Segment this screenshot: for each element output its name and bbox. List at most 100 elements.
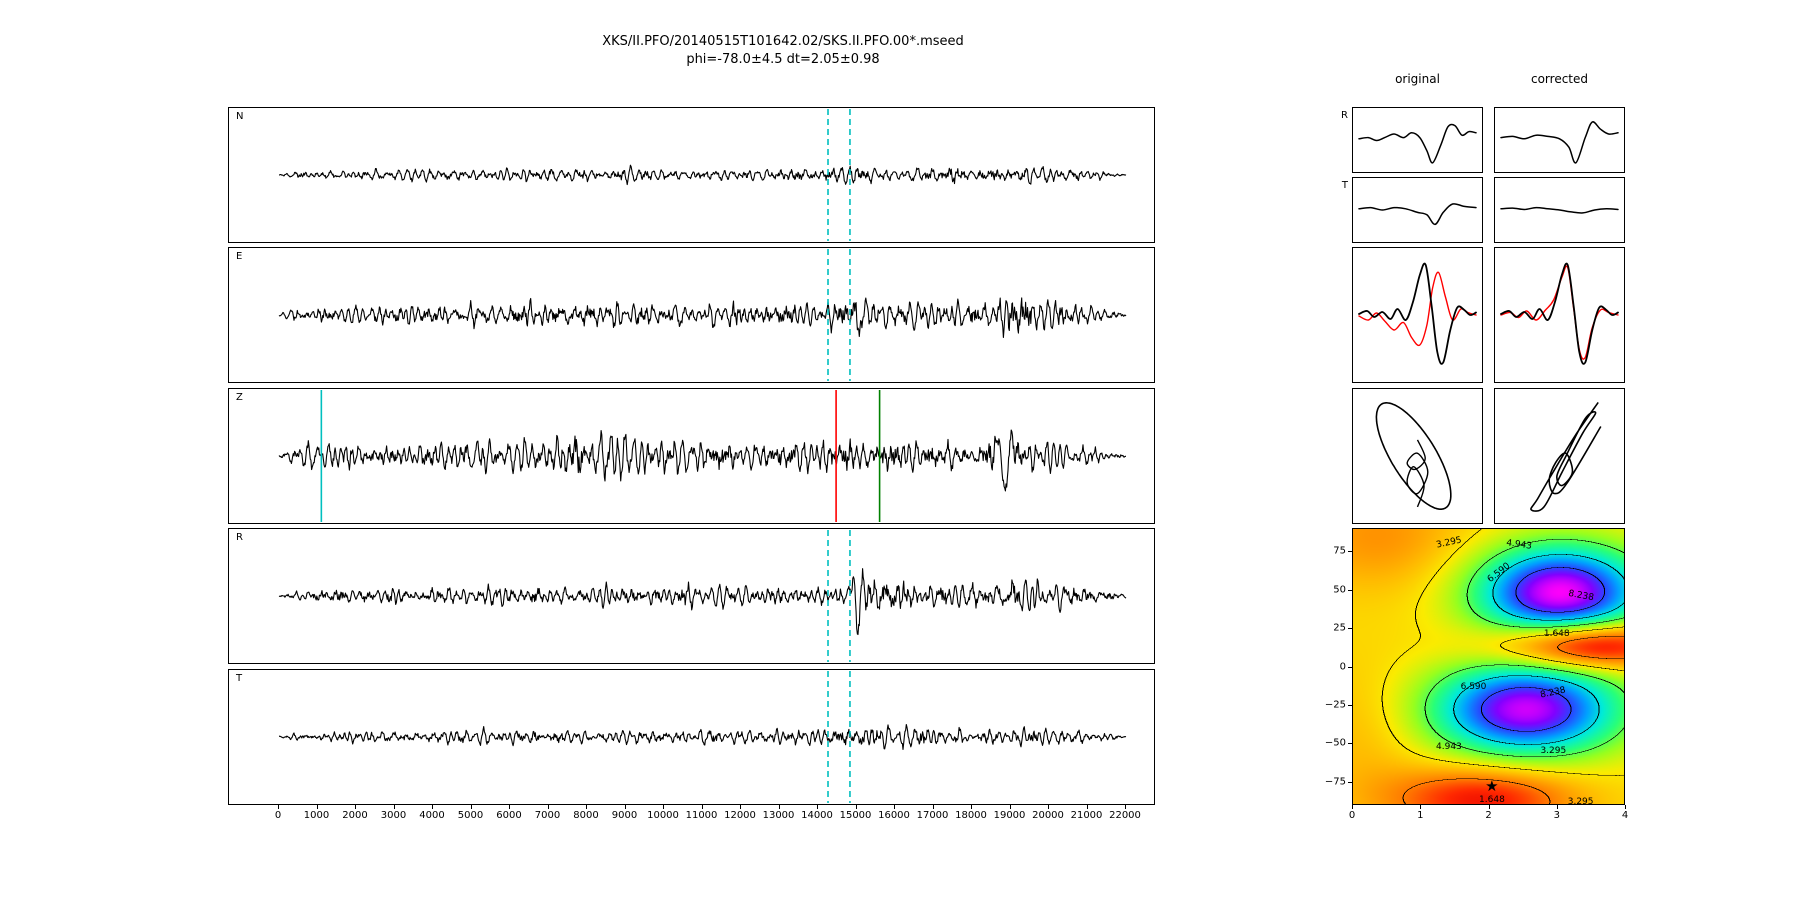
pulse-panel-r-corrected-canvas <box>1500 121 1619 164</box>
pulse-panel-r-original <box>1352 107 1483 173</box>
waveform-panel-t-canvas <box>278 671 1127 803</box>
x-tick-label: 5000 <box>457 810 484 821</box>
x-tick-mark <box>509 805 510 809</box>
comparison-panel-original <box>1352 247 1483 383</box>
energy-map-x-tick-mark <box>1420 805 1422 809</box>
seismogram-trace-e <box>278 297 1127 339</box>
x-tick-label: 20000 <box>1032 810 1064 821</box>
seismogram-trace-r <box>278 568 1127 636</box>
comparison-panel-corrected <box>1494 247 1625 383</box>
figure-title: XKS/II.PFO/20140515T101642.02/SKS.II.PFO… <box>228 33 1338 69</box>
x-tick-mark <box>1009 805 1011 809</box>
x-tick-label: 10000 <box>647 810 679 821</box>
row-label-t: T <box>1341 180 1348 191</box>
contour-label: 6.590 <box>1460 681 1487 692</box>
x-tick-label: 21000 <box>1070 810 1103 821</box>
comparison-panel-original-canvas <box>1358 262 1477 365</box>
particle-motion-original-canvas <box>1375 401 1452 511</box>
column-header-original: original <box>1395 72 1440 86</box>
column-header-corrected: corrected <box>1530 72 1589 86</box>
panel-label-e: E <box>236 251 243 262</box>
waveform-panel-n: N <box>228 107 1155 243</box>
particle-motion-original <box>1352 388 1483 524</box>
energy-map-y-tick-label: −25 <box>1324 699 1346 711</box>
seismogram-trace-z <box>278 429 1126 492</box>
contour-label: 3.295 <box>1540 746 1567 757</box>
x-tick-mark <box>855 805 857 809</box>
energy-map-y-tick-mark <box>1348 781 1352 783</box>
comparison-panel-corrected-canvas <box>1500 262 1619 365</box>
energy-map-y-tick-mark <box>1348 628 1352 630</box>
x-tick-mark <box>971 805 972 809</box>
x-tick-label: 12000 <box>724 810 756 821</box>
waveform-panel-t: T <box>228 669 1155 805</box>
panel-label-n: N <box>236 111 244 122</box>
energy-map-x-tick-label: 4 <box>1621 810 1629 821</box>
energy-map-x-tick-mark <box>1352 805 1353 809</box>
energy-map-canvas <box>1352 528 1625 805</box>
contour-label: 1.648 <box>1543 629 1570 640</box>
x-tick-mark <box>894 805 895 809</box>
x-tick-mark <box>470 805 472 809</box>
waveform-curve <box>1358 203 1477 226</box>
energy-map-y-tick-mark <box>1348 551 1352 553</box>
x-tick-mark <box>740 805 741 809</box>
particle-motion-scribble <box>1406 439 1429 508</box>
energy-map-x-tick-label: 3 <box>1553 810 1560 821</box>
energy-map-y-tick-label: 50 <box>1333 584 1346 596</box>
x-tick-label: 17000 <box>916 810 949 821</box>
title-filename: XKS/II.PFO/20140515T101642.02/SKS.II.PFO… <box>602 34 964 49</box>
particle-motion-corrected-canvas <box>1530 401 1602 512</box>
contour-label: 3.295 <box>1567 796 1594 807</box>
x-tick-mark <box>355 805 356 809</box>
energy-map-x-tick-label: 1 <box>1417 810 1424 821</box>
x-tick-mark <box>1086 805 1088 809</box>
waveform-curve <box>1500 206 1619 214</box>
x-tick-mark <box>701 805 703 809</box>
energy-map-y-tick-mark <box>1348 743 1352 745</box>
x-tick-mark <box>586 805 587 809</box>
x-tick-mark <box>1048 805 1049 809</box>
x-tick-label: 7000 <box>534 810 561 821</box>
x-tick-label: 16000 <box>878 810 910 821</box>
x-tick-label: 1000 <box>303 810 330 821</box>
x-tick-mark <box>278 805 279 809</box>
panel-label-r: R <box>236 532 243 543</box>
x-tick-mark <box>393 805 395 809</box>
waveform-panel-r: R <box>228 528 1155 664</box>
x-tick-label: 0 <box>274 810 282 821</box>
x-tick-mark <box>1125 805 1126 809</box>
x-tick-label: 4000 <box>419 810 445 821</box>
energy-map-x-tick-label: 2 <box>1485 810 1492 821</box>
waveform-curve <box>1500 121 1619 164</box>
energy-map-y-tick-mark <box>1348 589 1352 591</box>
seismogram-trace-t <box>278 723 1127 751</box>
waveform-panel-r-canvas <box>278 530 1127 662</box>
x-tick-label: 8000 <box>573 810 599 821</box>
x-tick-mark <box>778 805 780 809</box>
waveform-curve <box>1358 123 1477 164</box>
x-tick-mark <box>316 805 318 809</box>
energy-map-y-tick-mark <box>1348 666 1352 668</box>
energy-map-x-tick-mark <box>1556 805 1558 809</box>
energy-map-x-tick-label: 0 <box>1348 810 1356 821</box>
x-tick-label: 13000 <box>762 810 795 821</box>
energy-map-y-tick-label: 75 <box>1333 545 1346 557</box>
waveform-panel-e-canvas <box>278 249 1127 381</box>
waveform-curve <box>1358 262 1477 365</box>
row-label-r: R <box>1341 110 1348 121</box>
energy-map-y-tick-label: −75 <box>1324 776 1346 788</box>
energy-map-y-tick-mark <box>1348 704 1352 706</box>
waveform-panel-n-canvas <box>279 109 1127 241</box>
x-tick-label: 2000 <box>342 810 368 821</box>
x-tick-label: 19000 <box>993 810 1026 821</box>
x-tick-mark <box>817 805 818 809</box>
x-tick-mark <box>624 805 626 809</box>
x-tick-label: 15000 <box>839 810 872 821</box>
x-tick-mark <box>932 805 934 809</box>
energy-map-y-tick-label: 0 <box>1339 661 1346 672</box>
energy-map-x-tick-mark <box>1625 805 1626 809</box>
x-tick-mark <box>432 805 433 809</box>
x-tick-label: 14000 <box>801 810 833 821</box>
energy-map-y-tick-label: 25 <box>1333 622 1346 634</box>
